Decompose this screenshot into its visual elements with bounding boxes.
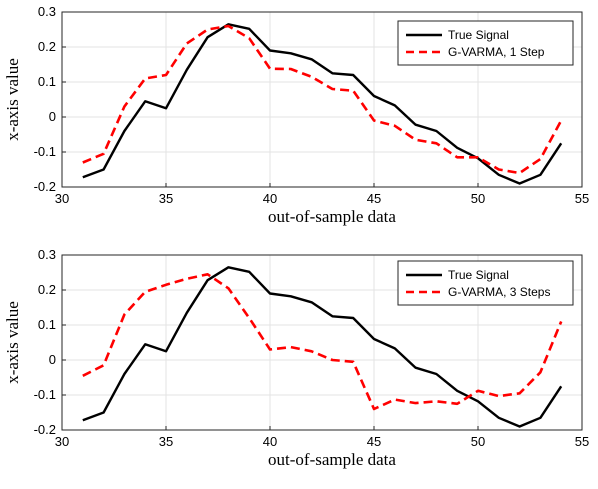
x-tick-label: 35: [159, 191, 173, 206]
y-tick-label: 0.1: [38, 317, 56, 332]
legend-label-2: G-VARMA, 1 Step: [448, 45, 545, 59]
chart-1: 30 35 40 45 50 55 -0.2 -0.1 0 0.1 0.2 0.3 out-of-sam…: [3, 4, 589, 226]
y-tick-label: 0.2: [38, 39, 56, 54]
y-tick-label: -0.1: [34, 144, 56, 159]
series-line-2: [82, 24, 563, 175]
series-line-1: [82, 266, 563, 428]
x-tick-label: 55: [575, 191, 589, 206]
plot-frame: [61, 254, 583, 431]
y-tick-label: 0: [49, 352, 56, 367]
series-line-2: [82, 272, 563, 411]
x-tick-label: 50: [471, 434, 485, 449]
y-axis-label: x-axis value: [3, 301, 22, 384]
x-axis-label: out-of-sample data: [268, 450, 396, 469]
legend: True Signal G-VARMA, 3 Steps: [397, 260, 574, 306]
y-tick-label: -0.2: [34, 179, 56, 194]
legend-box: [397, 20, 574, 66]
x-tick-label: 55: [575, 434, 589, 449]
x-tick-label: 45: [367, 434, 381, 449]
x-axis-label: out-of-sample data: [268, 207, 396, 226]
x-tick-label: 50: [471, 191, 485, 206]
y-tick-label: 0: [49, 109, 56, 124]
x-tick-label: 40: [263, 434, 277, 449]
legend-box: [397, 260, 574, 306]
legend-label-1: True Signal: [448, 268, 509, 282]
chart-2: 30 35 40 45 50 55 -0.2 -0.1 0 0.1 0.2 0.3 out-of-sam…: [3, 247, 589, 469]
x-tick-label: 35: [159, 434, 173, 449]
y-tick-label: 0.3: [38, 247, 56, 262]
y-tick-label: 0.1: [38, 74, 56, 89]
y-tick-label: 0.2: [38, 282, 56, 297]
x-tick-label: 45: [367, 191, 381, 206]
plot-frame: [61, 11, 583, 188]
x-tick-label: 30: [55, 191, 69, 206]
legend-label-1: True Signal: [448, 28, 509, 42]
y-axis-label: x-axis value: [3, 58, 22, 141]
x-tick-label: 40: [263, 191, 277, 206]
legend: True Signal G-VARMA, 1 Step: [397, 20, 574, 66]
y-tick-label: 0.3: [38, 4, 56, 19]
series-line-1: [82, 23, 563, 185]
legend-label-2: G-VARMA, 3 Steps: [448, 285, 550, 299]
y-tick-label: -0.2: [34, 422, 56, 437]
y-tick-label: -0.1: [34, 387, 56, 402]
x-tick-label: 30: [55, 434, 69, 449]
